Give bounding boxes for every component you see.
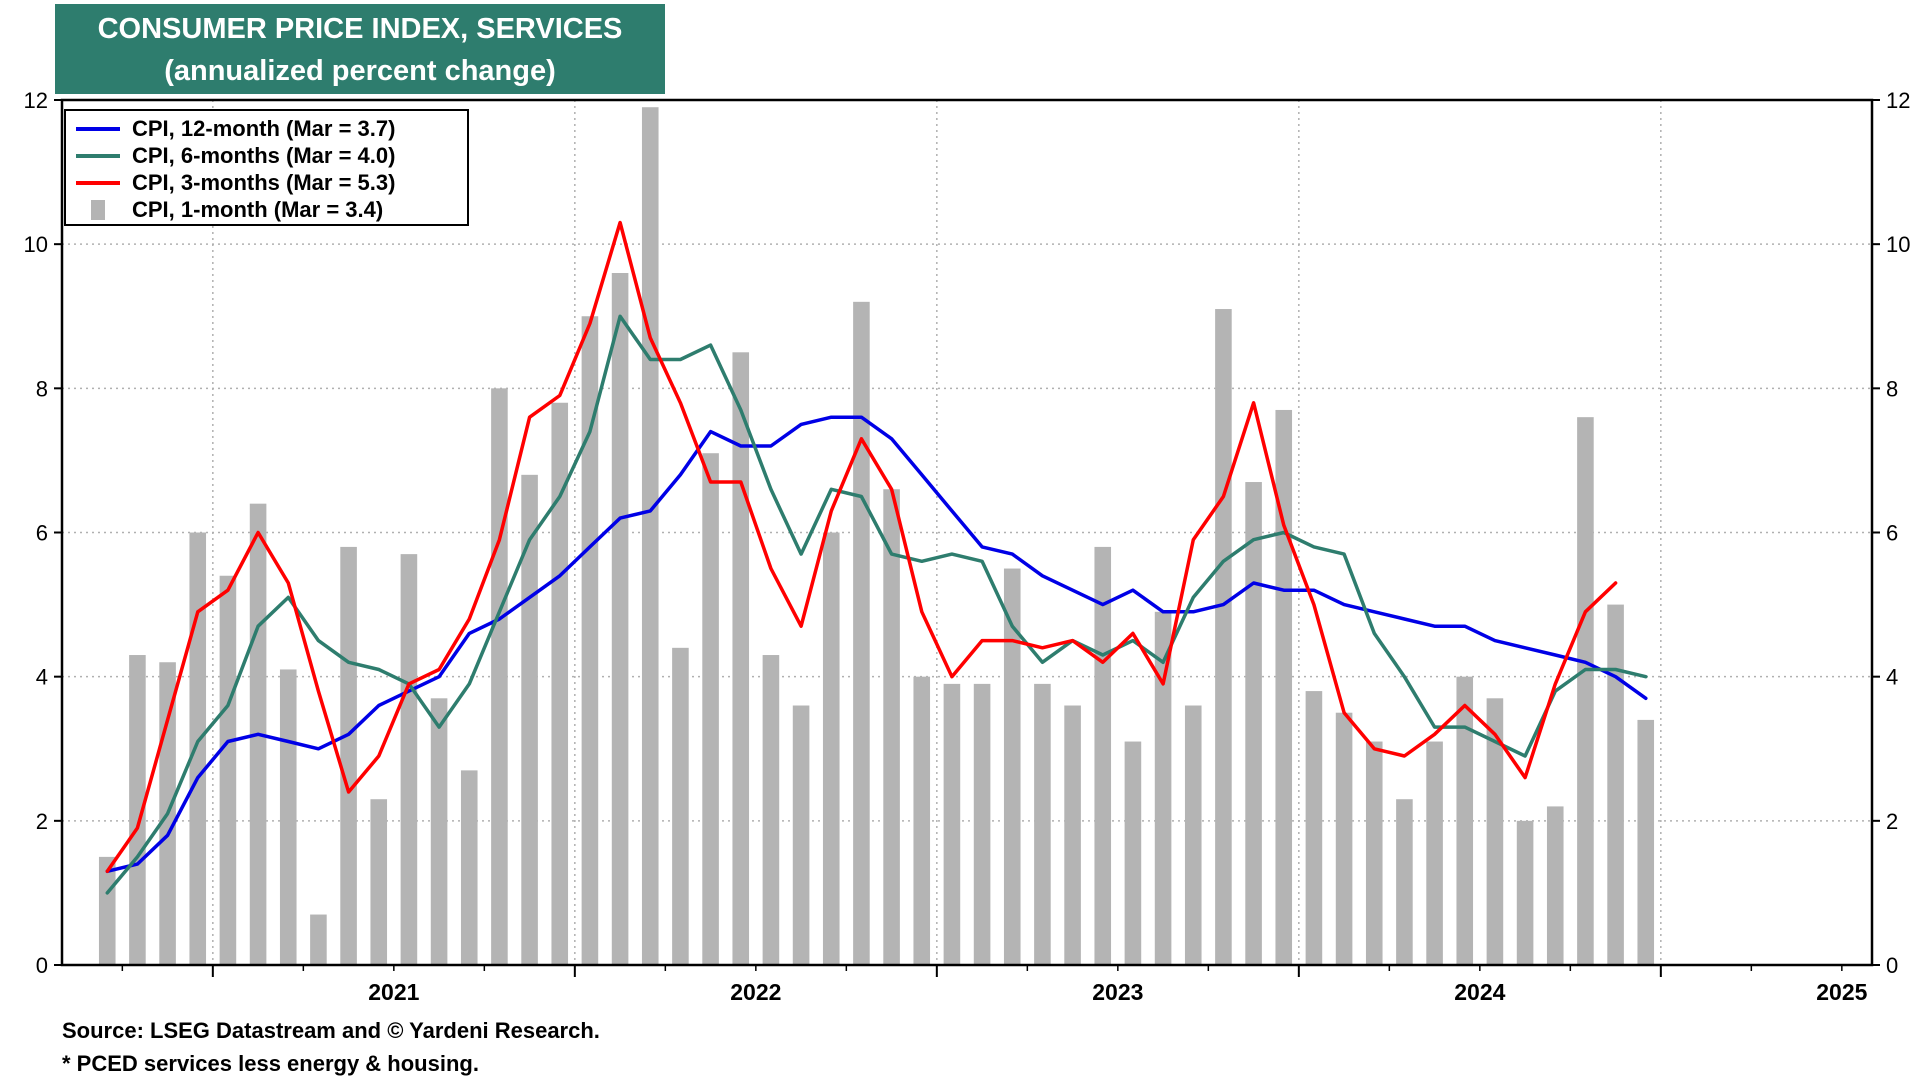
bar-1-month [702,453,719,965]
x-year-label: 2023 [1092,979,1143,1005]
y-tick-label-right: 2 [1886,809,1898,834]
axis-ticks: 0 0 2 2 4 4 6 6 8 8 10 10 12 12 2021 2022 2023 2024 2025 [24,88,1911,1005]
legend-label-6-months: CPI, 6-months (Mar = 4.0) [132,142,396,168]
x-year-label: 2021 [368,979,419,1005]
line-series [105,220,1648,895]
bar-1-month [400,554,418,965]
bar-1-month [581,316,599,965]
bar-1-month [279,669,297,965]
bar-1-month [1546,806,1564,965]
bar-1-month [1034,683,1051,965]
bar-1-month [1215,309,1232,966]
x-year-label: 2024 [1454,979,1505,1005]
legend-swatch-12-month [76,126,120,131]
bar-1-month [129,655,146,965]
legend-item-6-months: CPI, 6-months (Mar = 4.0) [76,142,467,169]
y-tick-label-left: 6 [36,521,48,546]
bar-1-month [822,532,840,965]
bar-1-month [1607,604,1624,965]
y-tick-label-left: 8 [36,376,48,401]
bar-1-month [1275,409,1293,965]
bar-1-month [913,676,931,965]
y-tick-label-right: 6 [1886,521,1898,546]
bar-1-month [672,647,689,965]
bar-1-month [1396,799,1413,965]
legend-label-12-month: CPI, 12-month (Mar = 3.7) [132,115,396,141]
legend-swatch-1-month [91,199,105,220]
x-year-label: 2022 [730,979,781,1005]
bar-1-month [1637,719,1655,965]
line-cpi-12-month [105,415,1648,874]
legend-item-3-months: CPI, 3-months (Mar = 5.3) [76,169,467,196]
chart-title: CONSUMER PRICE INDEX, SERVICES (annualiz… [55,4,665,94]
legend-item-1-month: CPI, 1-month (Mar = 3.4) [76,196,467,223]
line-cpi-3-months [105,220,1618,874]
bar-1-month [1245,482,1262,965]
bar-1-month [219,575,237,965]
bar-1-month [1456,676,1474,965]
y-tick-label-right: 4 [1886,665,1898,690]
legend-item-12-month: CPI, 12-month (Mar = 3.7) [76,115,467,142]
grid-lines [62,100,1872,965]
bar-1-month [943,683,961,965]
legend: CPI, 12-month (Mar = 3.7) CPI, 6-months … [64,109,469,226]
legend-swatch-3-months [76,180,120,185]
y-tick-label-left: 10 [24,232,48,257]
bars-series [98,107,1655,966]
bar-1-month [1426,741,1443,965]
chart-subtitle: (annualized percent change) [164,55,556,87]
bar-1-month [98,856,116,965]
bar-1-month [611,273,629,965]
legend-label-1-month: CPI, 1-month (Mar = 3.4) [132,196,384,222]
bar-1-month [762,655,780,965]
y-tick-label-left: 2 [36,809,48,834]
legend-label-3-months: CPI, 3-months (Mar = 5.3) [132,169,396,195]
bar-1-month [189,532,207,965]
line-cpi-6-months [105,314,1648,895]
bar-1-month [310,914,327,965]
bar-1-month [460,770,478,965]
bar-1-month [641,107,659,966]
bar-1-month [370,799,388,965]
bar-1-month [1486,698,1504,965]
y-tick-label-right: 0 [1886,953,1898,978]
source-note: Source: LSEG Datastream and © Yardeni Re… [62,1018,600,1043]
legend-swatch-6-months [76,153,120,158]
x-year-label: 2025 [1816,979,1867,1005]
bar-1-month [1154,611,1172,965]
bar-1-month [1003,568,1021,965]
bar-1-month [491,388,508,965]
y-tick-label-left: 4 [36,665,48,690]
bar-1-month [551,402,569,965]
bar-1-month [973,683,991,965]
bar-1-month [1305,691,1323,965]
bar-1-month [853,301,870,965]
bar-1-month [1335,712,1353,965]
bar-1-month [792,705,810,965]
footnote: * PCED services less energy & housing. [62,1051,479,1076]
bar-1-month [1516,820,1534,965]
bar-1-month [732,352,750,966]
bar-1-month [340,546,357,965]
y-tick-label-left: 12 [24,88,48,113]
y-tick-label-right: 10 [1886,232,1910,257]
bar-1-month [430,698,448,965]
bar-1-month [1064,705,1081,965]
bar-1-month [1365,741,1383,965]
bar-1-month [1577,417,1594,966]
bar-1-month [883,489,900,965]
y-tick-label-right: 8 [1886,376,1898,401]
chart-title-line1: CONSUMER PRICE INDEX, SERVICES [97,13,623,45]
bar-1-month [1184,705,1202,965]
y-tick-label-right: 12 [1886,88,1910,113]
bar-1-month [1124,741,1142,965]
y-tick-label-left: 0 [36,953,48,978]
bar-1-month [1094,546,1112,965]
bar-1-month [521,474,538,965]
